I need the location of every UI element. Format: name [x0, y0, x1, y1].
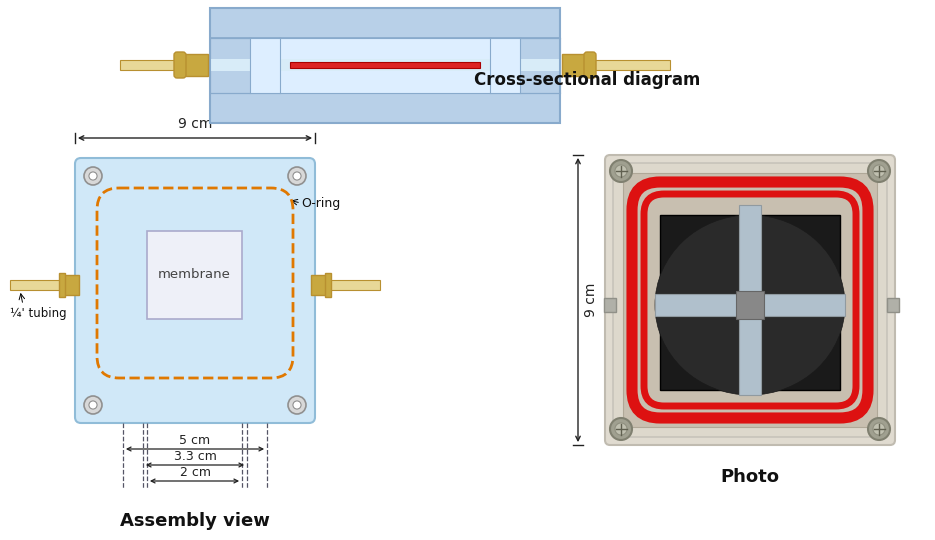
Circle shape — [873, 423, 885, 435]
Bar — [595, 60, 670, 70]
Circle shape — [89, 401, 97, 409]
Circle shape — [868, 418, 890, 440]
Circle shape — [84, 167, 102, 185]
Bar — [739, 205, 761, 395]
Bar — [210, 8, 560, 38]
Bar — [147, 231, 242, 319]
Bar — [280, 38, 490, 93]
FancyBboxPatch shape — [613, 163, 887, 437]
Bar — [210, 8, 560, 123]
Text: 3.3 cm: 3.3 cm — [174, 450, 216, 463]
Text: ¼' tubing: ¼' tubing — [10, 307, 66, 320]
Bar — [325, 273, 331, 297]
Bar — [604, 298, 616, 312]
Bar — [660, 215, 840, 390]
Circle shape — [615, 423, 627, 435]
Bar — [290, 62, 480, 68]
Text: Photo: Photo — [721, 468, 780, 486]
Bar — [210, 93, 560, 123]
FancyBboxPatch shape — [75, 158, 315, 423]
Text: O-ring: O-ring — [301, 197, 340, 210]
Bar — [10, 280, 65, 290]
Text: Cross-sectional diagram: Cross-sectional diagram — [474, 71, 700, 89]
Bar — [250, 38, 280, 93]
Bar — [61, 275, 79, 295]
Bar — [325, 280, 380, 290]
Bar — [210, 59, 560, 71]
Circle shape — [610, 160, 632, 182]
FancyBboxPatch shape — [210, 8, 560, 38]
Text: 9 cm: 9 cm — [178, 117, 212, 131]
Circle shape — [615, 165, 627, 177]
Bar — [59, 273, 65, 297]
Bar — [210, 38, 280, 93]
Circle shape — [288, 396, 306, 414]
FancyBboxPatch shape — [605, 155, 895, 445]
Circle shape — [84, 396, 102, 414]
Bar — [623, 173, 877, 427]
Bar — [562, 54, 590, 76]
Text: Assembly view: Assembly view — [120, 512, 270, 530]
Bar — [490, 38, 560, 93]
Circle shape — [610, 418, 632, 440]
Circle shape — [288, 167, 306, 185]
Bar — [887, 298, 899, 312]
FancyBboxPatch shape — [584, 52, 596, 78]
FancyBboxPatch shape — [174, 52, 186, 78]
Circle shape — [873, 165, 885, 177]
Bar — [736, 291, 764, 319]
Circle shape — [293, 401, 301, 409]
Text: 9 cm: 9 cm — [584, 283, 598, 317]
Bar — [311, 275, 329, 295]
Circle shape — [89, 172, 97, 180]
Bar — [120, 60, 195, 70]
FancyBboxPatch shape — [210, 8, 560, 123]
Text: 5 cm: 5 cm — [180, 434, 210, 447]
Circle shape — [868, 160, 890, 182]
Text: 2 cm: 2 cm — [180, 466, 210, 479]
Bar — [180, 54, 208, 76]
Bar — [655, 294, 845, 316]
Ellipse shape — [655, 215, 845, 395]
Circle shape — [293, 172, 301, 180]
Bar — [490, 38, 520, 93]
Text: membrane: membrane — [158, 268, 230, 281]
